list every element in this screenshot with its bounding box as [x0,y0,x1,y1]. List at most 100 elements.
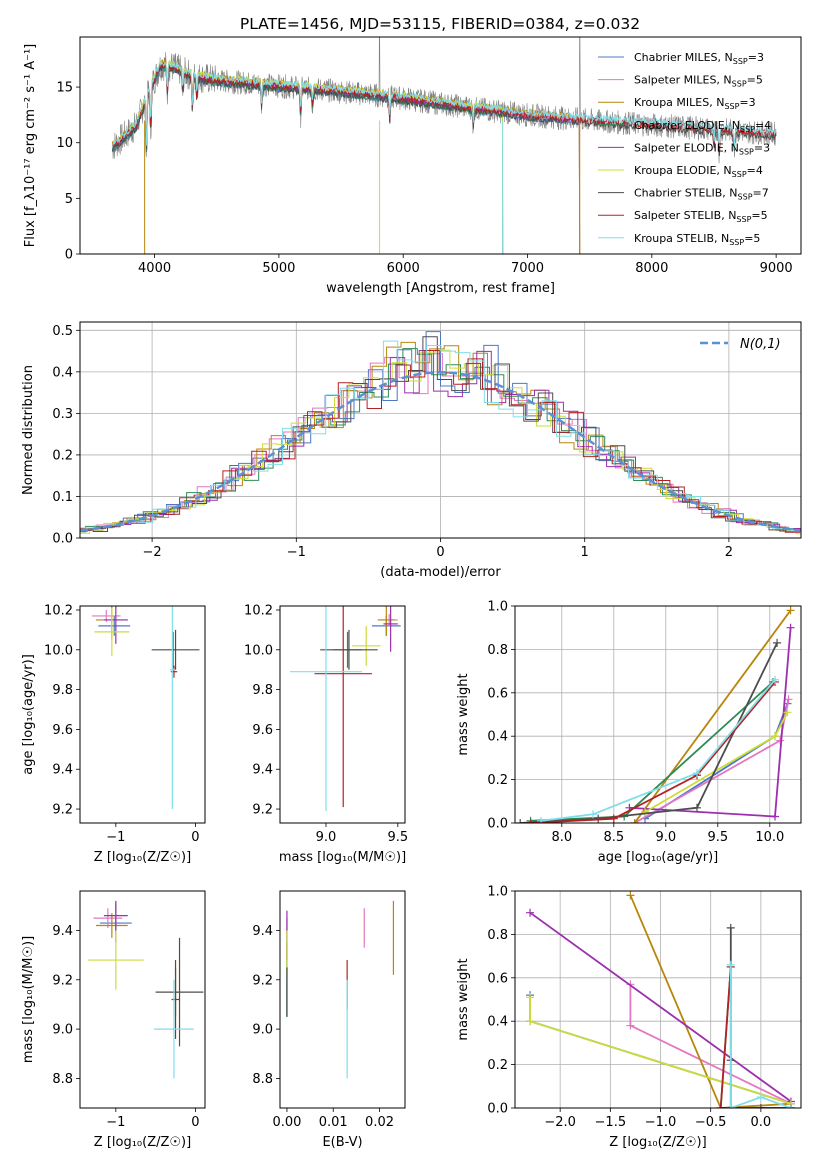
age-vs-Z-panel: −1 0 9.2 9.4 9.6 9.8 10.0 10.2 Z [log₁₀(Z/Z☉)] ag… [21,603,206,865]
weight-marker-8 [526,819,535,823]
weight-line-3 [633,609,792,823]
axes-frame [79,605,206,824]
weight-marker-9 [693,769,701,778]
y-tick-label: 0.3 [52,407,73,422]
residuals-panel: −2 −1 0 1 2 0.0 0.1 0.2 0.3 0.4 0.5 (data-model)/er… [21,321,802,580]
legend-entry-2: Salpeter MILES, NSSP=5 [634,74,763,89]
weight-marker-9 [756,1093,765,1102]
weight-marker-7 [693,803,701,812]
legend-entry-3: Kroupa MILES, NSSP=3 [634,96,756,111]
x-tick-label: 8000 [635,261,668,276]
x-tick-label: 2 [725,545,733,560]
histogram-plot-area [80,331,801,535]
y-tick-label: 0.2 [52,448,73,463]
mass-vs-ebv-panel: 0.00 0.01 0.02 8.8 9.0 9.2 9.4 E(B-V) [252,890,406,1150]
weight-marker-6 [783,708,792,717]
residual-histogram-4 [80,348,801,533]
weight-marker-6 [526,993,535,1002]
weight-line-9 [729,964,792,1108]
weight-marker-3 [630,819,639,823]
x-tick-label: 0 [191,1115,199,1130]
weight-marker-7 [516,819,525,823]
residual-histogram-9 [80,340,801,532]
x-axis-label: Z [log₁₀(Z/Z☉)] [94,1135,191,1150]
weight-marker-5 [786,623,795,632]
y-tick-label: 9.0 [52,1023,73,1038]
weight-line-7 [520,642,778,823]
y-axis-label: age [log₁₀(age/yr)] [21,654,36,775]
normal-reference-curve [80,371,801,532]
y-tick-label: 0.6 [487,686,508,701]
axes-frame [279,890,406,1109]
age-vs-mass-plot-area [290,606,401,812]
y-axis-label: mass [log₁₀(M/M☉)] [21,936,36,1063]
y-tick-label: 9.2 [252,803,273,818]
age-vs-Z-plot-area [91,606,200,810]
y-tick-label: 10.0 [244,643,273,658]
weight-vs-Z-panel: −2.0 −1.5 −1.0 −0.5 0.0 0.0 0.2 0.4 0.6 0.8 1.0 Z [… [456,885,802,1150]
y-tick-label: 9.2 [52,973,73,988]
y-tick-label: 10.2 [244,603,273,618]
y-tick-label: 9.0 [252,1023,273,1038]
weight-line-5 [529,911,792,1103]
y-tick-label: 0.1 [52,490,73,505]
y-tick-label: 0.6 [487,971,508,986]
x-tick-label: −1 [106,1115,125,1130]
age-vs-mass-panel: 9.0 9.5 9.2 9.4 9.6 9.8 10.0 10.2 mass [log₁₀(M/… [244,603,408,865]
weight-marker-6 [641,808,649,817]
y-tick-label: 10 [56,136,73,151]
weight-line-8 [530,681,776,823]
y-tick-label: 0.8 [487,643,508,658]
x-tick-label: 0 [436,545,444,560]
y-tick-label: 0 [65,248,73,263]
axes-frame [79,321,802,539]
x-tick-label: −1.0 [645,1115,677,1130]
weight-line-5 [629,627,792,818]
weight-vs-age-plot-area [516,606,795,823]
y-axis-label: Flux [f_λ10⁻¹⁷ erg cm⁻² s⁻¹ A⁻¹] [23,44,38,248]
weight-line-3 [629,894,792,1108]
x-tick-label: 4000 [138,261,171,276]
y-tick-label: 0.0 [52,532,73,547]
y-tick-label: 8.8 [252,1072,273,1087]
model-line-9 [111,60,777,149]
x-axis-label: wavelength [Angstrom, rest frame] [326,281,555,296]
y-tick-label: 9.8 [252,683,273,698]
weight-marker-9 [537,816,545,823]
y-tick-label: 0.4 [487,1015,508,1030]
y-tick-label: 1.0 [487,600,508,615]
y-tick-label: 0.4 [52,365,73,380]
x-tick-label: 1 [581,545,589,560]
x-axis-label: (data-model)/error [380,565,501,580]
axes-frame [279,605,406,824]
axes-frame [514,890,802,1109]
x-tick-label: 6000 [387,261,420,276]
weight-marker-7 [726,923,735,932]
legend-entry-5: Salpeter ELODIE, NSSP=3 [634,141,770,156]
y-tick-label: 15 [56,81,73,96]
weight-marker-6 [771,732,779,741]
spectrum-plot-area [111,37,777,254]
weight-line-8 [719,966,791,1108]
y-tick-label: 0.2 [487,1058,508,1073]
mass-vs-Z-panel: −1 0 8.8 9.0 9.2 9.4 Z [log₁₀(Z/Z☉)] mass [log₁… [21,890,206,1150]
x-tick-label: 9.5 [707,830,728,845]
x-tick-label: 9000 [760,261,793,276]
y-tick-label: 0.8 [487,928,508,943]
weight-line-1 [644,703,789,820]
x-tick-label: 9.5 [387,830,408,845]
weight-marker-7 [773,638,782,647]
y-tick-label: 9.4 [252,763,273,778]
model-line-8 [111,60,777,153]
x-tick-label: −2 [143,545,162,560]
weight-marker-9 [589,810,597,819]
figure-title: PLATE=1456, MJD=53115, FIBERID=0384, z=0… [240,15,640,33]
y-tick-label: 9.4 [252,924,273,939]
y-tick-label: 0.0 [487,1102,508,1117]
y-tick-label: 9.4 [52,763,73,778]
weight-marker-9 [771,675,779,684]
x-tick-label: −2.0 [544,1115,576,1130]
weight-marker-5 [526,908,535,917]
x-tick-label: 0.0 [751,1115,772,1130]
